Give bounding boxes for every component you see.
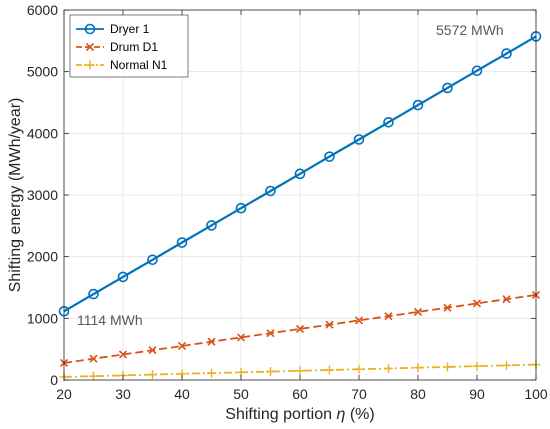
legend-marker: [85, 60, 95, 70]
data-point: [118, 350, 128, 359]
y-tick-label: 6000: [27, 2, 58, 18]
data-point: [88, 288, 99, 300]
x-tick-label: 40: [174, 386, 190, 402]
legend-label: Drum D1: [110, 40, 158, 54]
data-point: [384, 312, 393, 321]
data-point: [501, 48, 512, 59]
data-point: [383, 116, 394, 128]
axis-ticks: 20 30 40 50 60 70 80 90 100010002000300040005000…: [27, 2, 548, 402]
y-tick-label: 5000: [27, 64, 58, 80]
annotation-max: 5572 MWh: [436, 22, 504, 38]
data-point: [471, 65, 483, 77]
data-point: [235, 202, 247, 214]
data-point: [207, 368, 216, 378]
x-tick-label: 30: [115, 386, 131, 402]
data-point: [177, 341, 187, 351]
data-point: [295, 324, 305, 334]
y-axis-label: Shifting energy (MWh/year): [7, 98, 24, 293]
legend-marker: [85, 42, 95, 52]
data-point: [354, 316, 364, 325]
data-point: [442, 82, 453, 94]
y-tick-label: 2000: [27, 249, 58, 265]
data-point: [117, 271, 129, 283]
data-point: [89, 354, 98, 363]
data-point: [472, 361, 482, 371]
legend-marker: [84, 23, 96, 35]
series-line: [63, 294, 537, 364]
data-point: [502, 360, 511, 370]
data-point: [266, 367, 275, 377]
data-point: [413, 363, 423, 373]
data-point: [354, 364, 364, 374]
data-point: [147, 254, 158, 266]
data-point: [443, 362, 452, 372]
y-tick-label: 0: [50, 372, 58, 388]
legend-label: Normal N1: [110, 58, 168, 72]
data-point: [353, 134, 365, 145]
data-point: [412, 99, 424, 111]
data-point: [236, 333, 246, 342]
y-tick-label: 3000: [27, 187, 58, 203]
data-point: [176, 237, 188, 248]
data-point: [89, 371, 98, 381]
data-point: [413, 307, 423, 316]
x-axis-symbol: η: [336, 406, 345, 423]
data-point: [266, 329, 275, 338]
data-point: [502, 295, 511, 304]
data-point: [207, 337, 216, 346]
data-point: [294, 168, 306, 180]
y-tick-label: 4000: [27, 125, 58, 141]
x-tick-label: 100: [524, 386, 548, 402]
x-tick-label: 20: [56, 386, 72, 402]
data-point: [265, 185, 276, 197]
x-axis-label: Shifting portion η (%): [225, 406, 374, 423]
x-tick-label: 50: [233, 386, 249, 402]
annotation-min: 1114 MWh: [77, 312, 143, 328]
series-layer: [58, 31, 542, 382]
legend-label: Dryer 1: [110, 22, 150, 36]
y-tick-label: 1000: [27, 310, 58, 326]
series-line: [63, 35, 537, 313]
data-point: [325, 320, 334, 329]
legend: Dryer 1 Drum D1 Normal N1: [69, 14, 189, 78]
data-point: [206, 220, 217, 231]
x-tick-label: 80: [410, 386, 426, 402]
x-axis-unit: (%): [350, 406, 375, 423]
data-point: [148, 346, 157, 355]
data-point: [443, 303, 452, 312]
data-point: [384, 363, 393, 373]
x-tick-label: 90: [469, 386, 485, 402]
series-dryer-1: [58, 31, 542, 317]
data-point: [325, 365, 334, 375]
x-tick-label: 60: [292, 386, 308, 402]
data-point: [472, 299, 482, 308]
data-point: [148, 370, 157, 380]
data-point: [295, 366, 305, 376]
x-tick-label: 70: [351, 386, 367, 402]
data-point: [324, 151, 335, 162]
